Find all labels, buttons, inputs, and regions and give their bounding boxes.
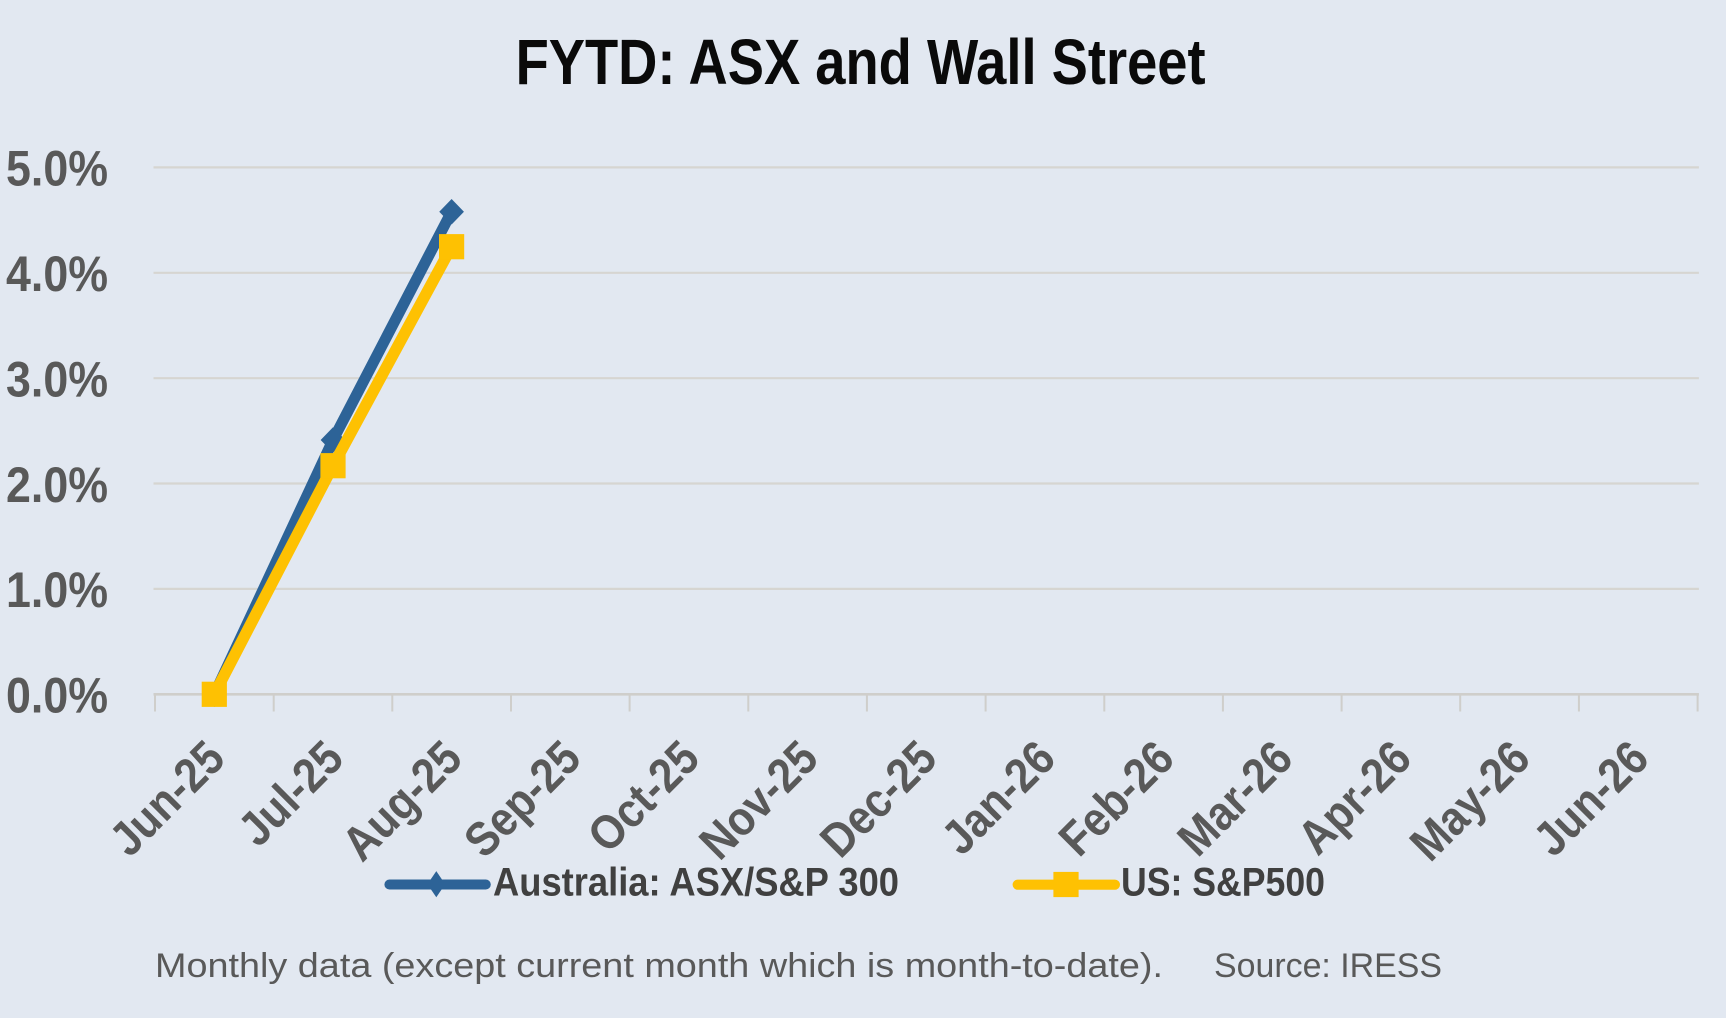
svg-text:2.0%: 2.0% <box>6 457 108 513</box>
svg-text:FYTD: ASX and Wall Street: FYTD: ASX and Wall Street <box>516 26 1206 98</box>
svg-text:1.0%: 1.0% <box>6 562 108 618</box>
svg-text:US: S&P500: US: S&P500 <box>1121 861 1325 905</box>
svg-text:3.0%: 3.0% <box>6 352 108 408</box>
svg-text:5.0%: 5.0% <box>6 141 108 197</box>
svg-text:Monthly data (except current m: Monthly data (except current month which… <box>155 947 1163 985</box>
svg-text:0.0%: 0.0% <box>6 668 108 724</box>
svg-text:Source: IRESS: Source: IRESS <box>1214 947 1442 985</box>
svg-text:4.0%: 4.0% <box>6 246 108 302</box>
svg-text:Australia: ASX/S&P 300: Australia: ASX/S&P 300 <box>493 861 899 905</box>
